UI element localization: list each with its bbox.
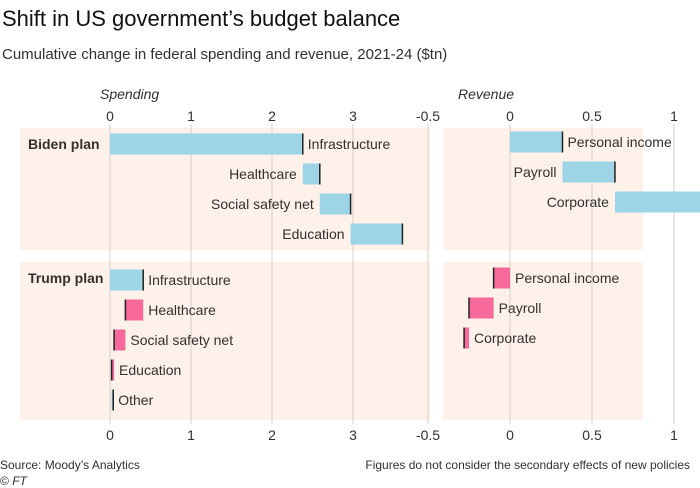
chart-title: Shift in US government’s budget balance: [2, 6, 401, 31]
tick-label-bottom: 0: [106, 427, 114, 443]
tick-label-top: 0: [106, 108, 114, 124]
bar: [110, 133, 303, 155]
tick-label-bottom: -0.5: [416, 427, 440, 443]
bar: [469, 297, 494, 319]
tick-label-top: 1: [187, 108, 195, 124]
bar-label: Social safety net: [211, 196, 314, 212]
bar: [464, 327, 469, 349]
bar: [114, 329, 126, 351]
bar: [111, 359, 115, 381]
group-label: Trump plan: [28, 270, 103, 286]
bar-label: Education: [282, 226, 344, 242]
bar-label: Other: [118, 392, 153, 408]
tick-label-top: 0.5: [582, 108, 602, 124]
bar: [111, 389, 114, 411]
tick-label-bottom: 2: [268, 427, 276, 443]
tick-label-top: 2: [268, 108, 276, 124]
bar-label: Healthcare: [229, 166, 297, 182]
bar-label: Infrastructure: [308, 136, 391, 152]
panel-background-spending-1: [20, 262, 430, 420]
bar-label: Personal income: [515, 270, 619, 286]
tick-label-top: 1: [670, 108, 678, 124]
bar: [110, 269, 144, 291]
bar: [510, 131, 563, 153]
bar: [614, 191, 700, 213]
tick-label-top: -0.5: [416, 108, 440, 124]
group-label: Biden plan: [28, 136, 100, 152]
bar: [350, 223, 403, 245]
bar: [319, 193, 351, 215]
panel-title: Spending: [100, 86, 159, 102]
bar: [302, 163, 320, 185]
footnote: Figures do not consider the secondary ef…: [365, 458, 690, 472]
bar-label: Education: [119, 362, 181, 378]
tick-label-bottom: 0: [506, 427, 514, 443]
bar-label: Personal income: [567, 134, 671, 150]
tick-label-bottom: 1: [670, 427, 678, 443]
bar-label: Social safety net: [130, 332, 233, 348]
tick-label-top: 3: [349, 108, 357, 124]
bar-label: Corporate: [547, 194, 609, 210]
panel-title: Revenue: [458, 86, 514, 102]
tick-label-bottom: 0.5: [582, 427, 602, 443]
copyright: © FT: [0, 474, 27, 488]
copyright-symbol: ©: [0, 474, 9, 488]
bar-label: Infrastructure: [148, 272, 231, 288]
bar: [125, 299, 144, 321]
bar-label: Healthcare: [148, 302, 216, 318]
bar-label: Corporate: [474, 330, 536, 346]
source-note: Source: Moody’s Analytics: [0, 458, 140, 472]
chart-subtitle: Cumulative change in federal spending an…: [2, 46, 448, 63]
tick-label-bottom: 3: [349, 427, 357, 443]
bar-label: Payroll: [514, 164, 557, 180]
bar: [562, 161, 615, 183]
panel-background-revenue-1: [443, 262, 643, 420]
tick-label-bottom: 1: [187, 427, 195, 443]
bar: [493, 267, 510, 289]
tick-label-top: 0: [506, 108, 514, 124]
copyright-brand: FT: [12, 474, 27, 488]
bar-label: Payroll: [499, 300, 542, 316]
